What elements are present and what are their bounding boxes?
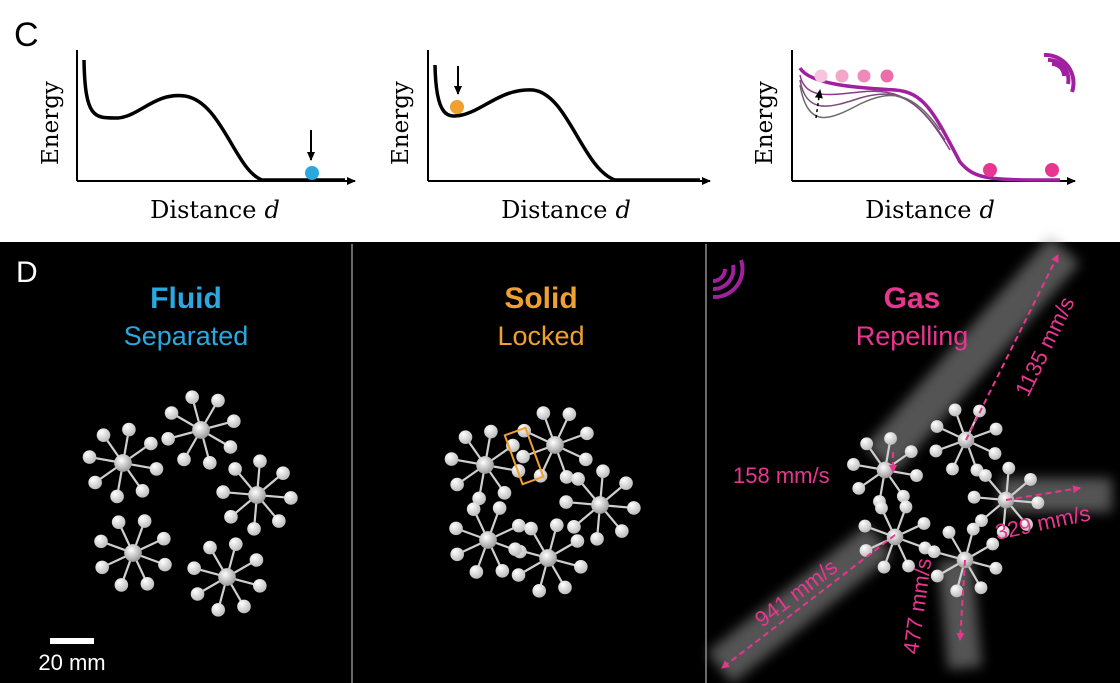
x-axis-variable: d (615, 196, 630, 224)
sound-wave-icon (712, 259, 745, 300)
scale-bar (50, 638, 94, 644)
robot (847, 432, 923, 508)
robot (449, 501, 527, 579)
robot (82, 422, 164, 504)
state-marker-2 (835, 69, 849, 83)
fluid-panel: Fluid Separated 20 mm (38, 282, 298, 675)
solid-subtitle: Locked (497, 321, 584, 351)
energy-curve-thin-2 (799, 79, 946, 141)
robot (94, 514, 172, 592)
x-axis-variable: d (979, 196, 994, 224)
transition-arrow (814, 89, 823, 119)
solid-title: Solid (504, 282, 577, 315)
robot (508, 518, 588, 598)
y-axis-label: Energy (752, 81, 778, 165)
fluid-robot-cluster (82, 390, 298, 617)
velocity-arrow-941 (721, 534, 896, 669)
robot (216, 454, 298, 536)
energy-plot-solid: Energy Distance d (388, 50, 711, 224)
energy-plot-fluid: Energy Distance d (38, 50, 356, 224)
robot (967, 461, 1045, 539)
state-marker-1 (814, 69, 828, 83)
robot (858, 500, 932, 574)
velocity-arrow-1135 (965, 254, 1059, 441)
robot (559, 464, 641, 546)
robot (187, 537, 267, 617)
state-marker-6 (1045, 163, 1059, 177)
scale-bar-label: 20 mm (38, 650, 105, 675)
x-axis-label-text: Distance (150, 196, 256, 224)
y-axis-label: Energy (388, 81, 414, 165)
sound-wave-icon (1043, 52, 1076, 93)
state-marker (305, 166, 319, 180)
x-axis-label: Distance d (501, 196, 631, 224)
robot (927, 522, 1003, 598)
energy-curve-main (798, 66, 1061, 182)
panel-c-label: C (14, 16, 39, 54)
velocity-arrows (721, 254, 1081, 669)
state-marker-3 (857, 69, 871, 83)
solid-robot-cluster (444, 406, 641, 598)
y-axis-label: Energy (38, 81, 64, 165)
energy-plot-gas: Energy Distance d (752, 50, 1076, 224)
robot (516, 406, 594, 484)
energy-curve (433, 64, 700, 182)
motion-trails (707, 236, 1112, 683)
energy-curve (82, 59, 345, 182)
panel-d-label: D (16, 256, 38, 289)
x-axis-label-text: Distance (501, 196, 607, 224)
x-axis-label: Distance d (865, 196, 995, 224)
state-marker (450, 100, 464, 114)
energy-curve-thin-3 (799, 84, 941, 131)
solid-panel: Solid Locked (444, 282, 641, 598)
x-axis-label: Distance d (150, 196, 280, 224)
velocity-arrow-329 (1005, 485, 1081, 501)
x-axis-variable: d (264, 196, 279, 224)
gas-robot-cluster (847, 403, 1045, 598)
panel-d: D Fluid Separated 20 mm Solid Locked (0, 236, 1120, 683)
gas-subtitle: Repelling (856, 321, 969, 351)
robot (161, 390, 241, 470)
panel-c: C Energy Distance d Energy Distance d (0, 0, 1120, 242)
fluid-subtitle: Separated (124, 321, 249, 351)
speed-label-158: 158 mm/s (733, 463, 830, 488)
robot (444, 424, 526, 506)
x-axis-label-text: Distance (865, 196, 971, 224)
velocity-arrow-477 (956, 559, 966, 641)
gas-title: Gas (884, 282, 941, 315)
fluid-title: Fluid (150, 282, 222, 315)
robot (929, 403, 1003, 477)
state-marker-5 (983, 163, 997, 177)
state-marker-4 (880, 69, 894, 83)
contact-highlight-box (503, 426, 545, 486)
